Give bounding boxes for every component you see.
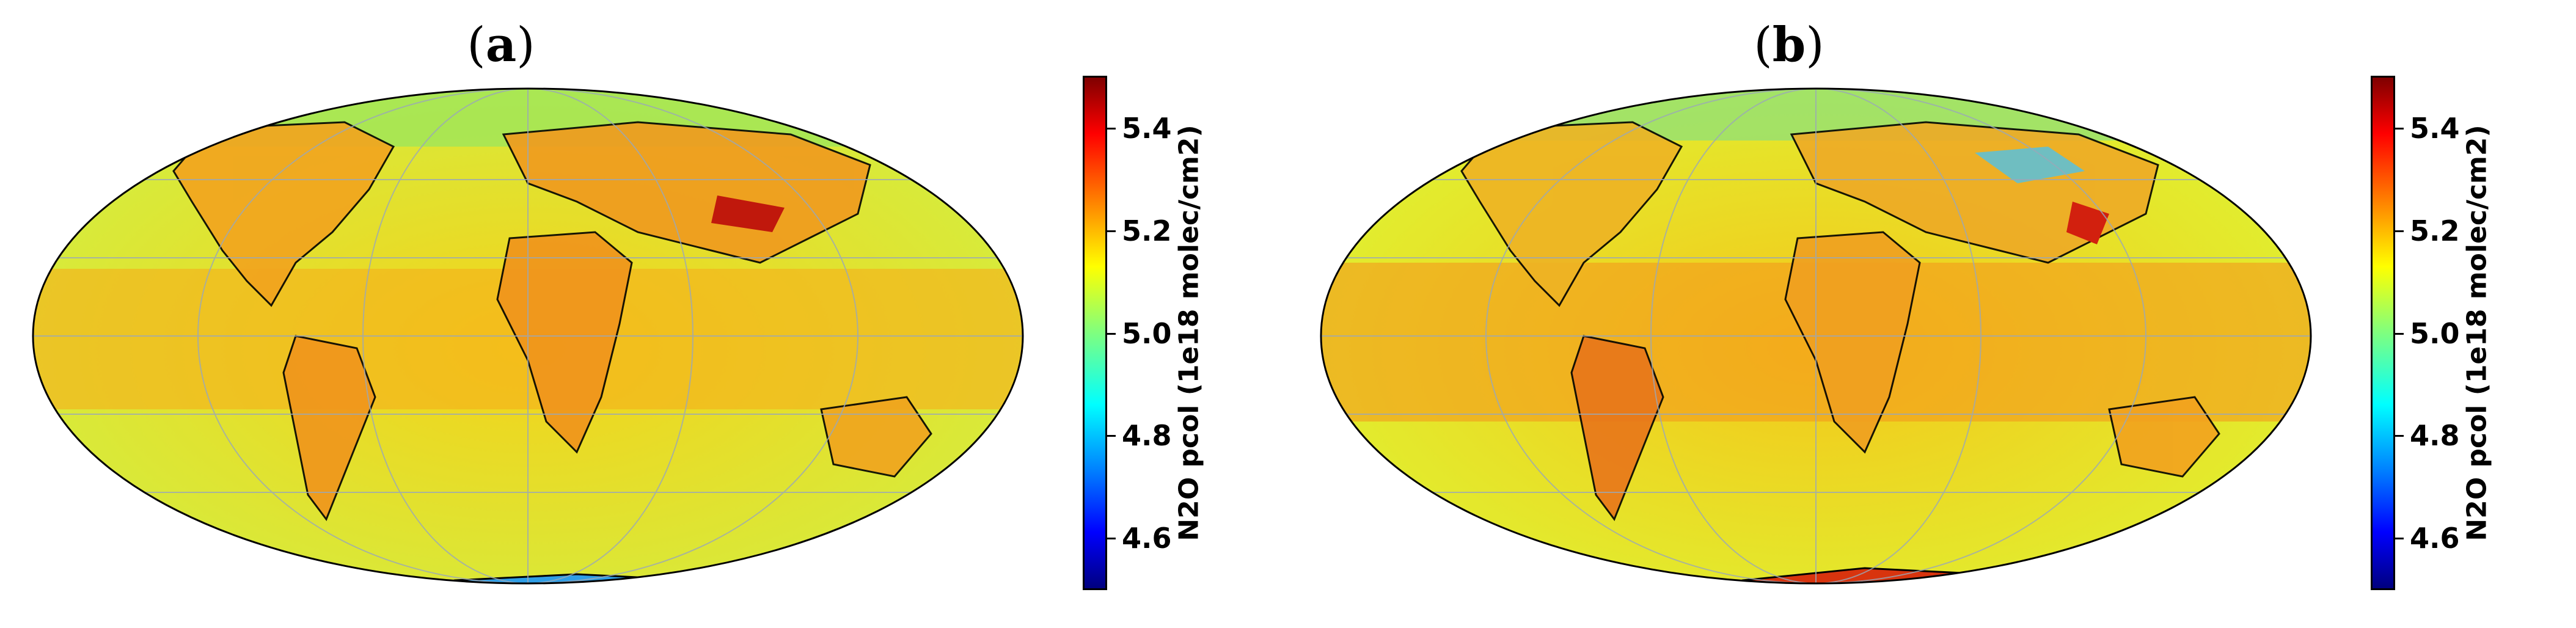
siberia-low-b — [1975, 147, 2085, 183]
cbar-tick-b-46 — [2395, 538, 2404, 539]
cbar-ticklabel-b-52: 5.2 — [2410, 214, 2460, 247]
cbar-ticklabel-b-50: 5.0 — [2410, 317, 2460, 350]
graticule-b — [1321, 89, 2311, 583]
tibet-hotspot-a — [711, 195, 785, 232]
map-outline-a — [32, 87, 1024, 585]
cbar-ticklabel-b-48: 4.8 — [2410, 419, 2460, 452]
europe-asia-b — [1790, 121, 2159, 264]
cbar-ticklabel-a-50: 5.0 — [1122, 317, 1172, 350]
cbar-tick-a-54 — [1107, 128, 1116, 130]
cbar-tick-a-50 — [1107, 333, 1116, 335]
colorbar-b — [2371, 76, 2395, 590]
map-panel-b: (b) — [1288, 0, 2576, 628]
map-outline-b — [1320, 87, 2312, 585]
east-asia-hotspot-b — [2066, 202, 2109, 244]
panel-label-a: (a) — [467, 17, 535, 73]
africa-b — [1784, 231, 1921, 454]
south-america-a — [282, 335, 376, 522]
cbar-ticklabel-a-52: 5.2 — [1122, 214, 1172, 247]
cbar-tick-a-52 — [1107, 230, 1116, 232]
cbar-tick-b-52 — [2395, 230, 2404, 232]
cbar-ticklabel-b-46: 4.6 — [2410, 522, 2460, 555]
antarctica-interior-b — [1779, 596, 1914, 617]
antarctica-a — [368, 573, 786, 583]
north-america-a — [172, 121, 395, 307]
cbar-ticklabel-a-48: 4.8 — [1122, 419, 1172, 452]
colorbar-title-a: N2O pcol (1e18 molec/cm2) — [1173, 125, 1205, 541]
map-b — [1320, 87, 2312, 617]
europe-asia-a — [502, 121, 871, 264]
cbar-ticklabel-a-46: 4.6 — [1122, 522, 1172, 555]
cbar-ticklabel-b-54: 5.4 — [2410, 112, 2460, 145]
panel-label-b: (b) — [1754, 17, 1824, 73]
graticule-a — [33, 89, 1023, 583]
africa-a — [496, 231, 633, 454]
australia-a — [820, 396, 932, 478]
cbar-tick-a-48 — [1107, 435, 1116, 437]
cbar-tick-b-48 — [2395, 435, 2404, 437]
australia-b — [2108, 396, 2220, 478]
map-panel-a: (a) — [32, 17, 1205, 617]
map-a — [32, 87, 1024, 617]
cbar-tick-b-54 — [2395, 128, 2404, 130]
cbar-tick-b-50 — [2395, 333, 2404, 335]
south-america-b — [1570, 335, 1664, 522]
colorbar-a — [1083, 76, 1107, 590]
antarctica-interior-a — [503, 590, 662, 617]
cbar-ticklabel-a-54: 5.4 — [1122, 112, 1172, 145]
colorbar-title-b: N2O pcol (1e18 molec/cm2) — [2461, 125, 2493, 541]
north-america-b — [1460, 121, 1683, 307]
cbar-tick-a-46 — [1107, 538, 1116, 539]
